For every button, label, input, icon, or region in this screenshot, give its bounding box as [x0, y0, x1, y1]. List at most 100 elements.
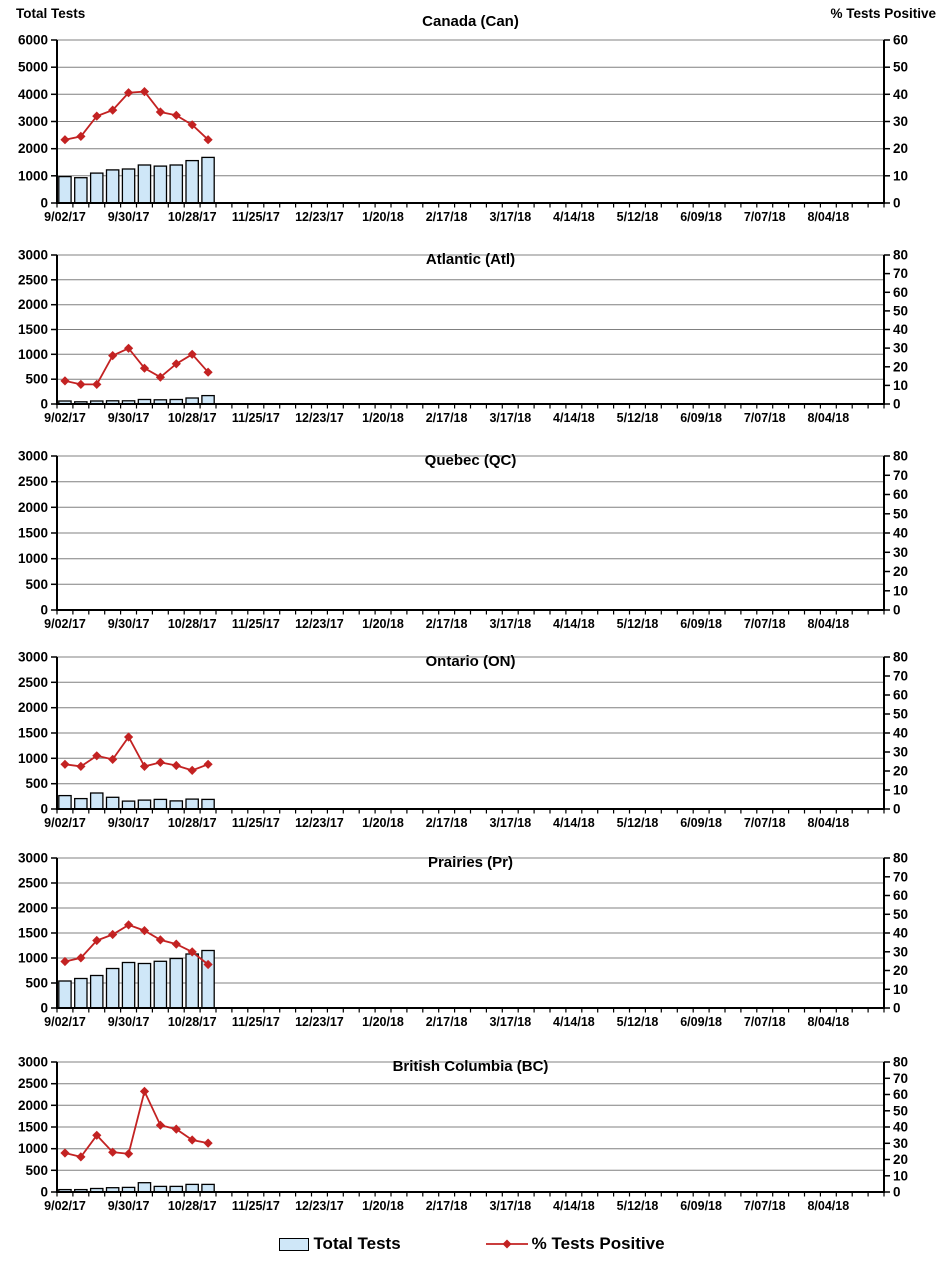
x-tick-label: 5/12/18: [617, 210, 659, 224]
left-axis-title: Total Tests: [16, 6, 85, 21]
legend-label-total-tests: Total Tests: [313, 1234, 401, 1253]
x-tick-label: 9/30/17: [108, 617, 150, 631]
left-tick-label: 1000: [18, 951, 48, 966]
x-tick-label: 12/23/17: [295, 816, 344, 830]
bar-swatch-icon: [279, 1237, 310, 1251]
x-tick-label: 7/07/18: [744, 1199, 786, 1213]
x-tick-label: 4/14/18: [553, 210, 595, 224]
diamond-marker: [187, 947, 197, 957]
x-tick-label: 8/04/18: [807, 617, 849, 631]
x-tick-label: 10/28/17: [168, 411, 217, 425]
x-tick-label: 11/25/17: [232, 1199, 280, 1213]
right-tick-label: 80: [893, 650, 908, 665]
x-tick-label: 1/20/18: [362, 1199, 404, 1213]
x-tick-label: 8/04/18: [807, 816, 849, 830]
right-tick-label: 10: [893, 783, 908, 798]
right-tick-label: 40: [893, 526, 908, 541]
right-tick-label: 80: [893, 248, 908, 263]
chart-title: Quebec (QC): [425, 452, 517, 469]
total-tests-bar: [89, 792, 104, 810]
right-tick-label: 30: [893, 944, 908, 959]
right-tick-label: 80: [893, 851, 908, 866]
diamond-marker: [171, 359, 181, 369]
x-tick-label: 11/25/17: [232, 1015, 280, 1029]
x-tick-label: 6/09/18: [680, 816, 722, 830]
x-tick-label: 7/07/18: [744, 210, 786, 224]
x-tick-label: 3/17/18: [489, 411, 531, 425]
diamond-marker: [171, 939, 181, 949]
total-tests-bar: [201, 156, 215, 204]
right-tick-label: 30: [893, 114, 908, 129]
total-tests-bar: [74, 977, 88, 1009]
diamond-marker: [92, 1130, 102, 1140]
left-tick-label: 1500: [18, 726, 48, 741]
left-tick-label: 1500: [18, 526, 48, 541]
pct-positive-line: [64, 735, 209, 772]
total-tests-bar: [153, 798, 168, 810]
diamond-marker: [124, 920, 134, 930]
diamond-marker: [139, 926, 150, 936]
chart-prairies: 0 500 1000 1500 2000 2500 3000 0 10 20 30 40 50 60 70 8…: [0, 847, 944, 1050]
pct-positive-markers: [60, 87, 213, 145]
x-tick-label: 2/17/18: [426, 617, 468, 631]
total-tests-bar: [153, 960, 168, 1009]
right-tick-label: 40: [893, 87, 908, 102]
x-tick-label: 11/25/17: [232, 210, 280, 224]
total-tests-bar: [169, 957, 184, 1009]
left-tick-label: 500: [25, 776, 48, 791]
total-tests-bar: [201, 1183, 215, 1193]
right-tick-label: 50: [893, 506, 908, 521]
x-tick-label: 8/04/18: [807, 210, 849, 224]
diamond-marker: [139, 87, 150, 97]
diamond-marker: [124, 88, 134, 98]
x-tick-label: 9/02/17: [44, 816, 86, 830]
x-tick-label: 11/25/17: [232, 816, 280, 830]
x-tick-label: 3/17/18: [489, 617, 531, 631]
left-tick-label: 1000: [18, 751, 48, 766]
total-tests-bar: [153, 165, 168, 204]
diamond-marker: [92, 379, 102, 389]
left-tick-label: 1000: [18, 347, 48, 362]
right-tick-label: 40: [893, 322, 908, 337]
chart-ontario-plot: 0 500 1000 1500 2000 2500 3000 0 10 20 30 40 50 60 70 8…: [18, 650, 908, 831]
chart-ontario: 0 500 1000 1500 2000 2500 3000 0 10 20 30 40 50 60 70 8…: [0, 647, 944, 847]
left-tick-label: 1500: [18, 926, 48, 941]
x-tick-label: 6/09/18: [680, 1015, 722, 1029]
right-tick-label: 30: [893, 1136, 908, 1151]
right-tick-label: 20: [893, 359, 908, 374]
left-tick-label: 3000: [18, 650, 48, 665]
left-tick-label: 1000: [18, 168, 48, 183]
x-tick-label: 9/30/17: [108, 411, 150, 425]
x-tick-label: 4/14/18: [553, 1199, 595, 1213]
x-tick-label: 10/28/17: [168, 210, 217, 224]
left-tick-label: 1500: [18, 1120, 48, 1135]
total-tests-bar: [201, 394, 215, 405]
chart-british-columbia: 0 500 1000 1500 2000 2500 3000 0 10 20 30 40 50 60 70 8…: [0, 1050, 944, 1215]
diamond-marker: [60, 135, 70, 145]
pct-positive-markers: [60, 1086, 213, 1162]
left-tick-label: 6000: [18, 33, 48, 48]
diamond-marker: [155, 1120, 165, 1130]
x-tick-label: 9/02/17: [44, 210, 86, 224]
right-axis-title: % Tests Positive: [830, 6, 936, 21]
diamond-marker: [139, 363, 150, 373]
diamond-marker: [124, 732, 134, 742]
total-tests-bar: [105, 169, 120, 204]
left-tick-label: 1000: [18, 551, 48, 566]
right-tick-label: 30: [893, 745, 908, 760]
x-tick-label: 10/28/17: [168, 617, 217, 631]
diamond-marker: [203, 759, 213, 769]
total-tests-bars: [58, 792, 215, 810]
right-tick-label: 50: [893, 1103, 908, 1118]
x-tick-label: 10/28/17: [168, 1199, 217, 1213]
x-tick-label: 12/23/17: [295, 1199, 344, 1213]
right-tick-label: 30: [893, 545, 908, 560]
diamond-marker: [76, 761, 86, 771]
left-tick-label: 5000: [18, 60, 48, 75]
left-tick-label: 0: [40, 1001, 48, 1016]
left-tick-label: 0: [40, 802, 48, 817]
x-tick-label: 6/09/18: [680, 411, 722, 425]
right-tick-label: 20: [893, 963, 908, 978]
chart-title: British Columbia (BC): [393, 1058, 549, 1075]
x-tick-label: 9/30/17: [108, 210, 150, 224]
